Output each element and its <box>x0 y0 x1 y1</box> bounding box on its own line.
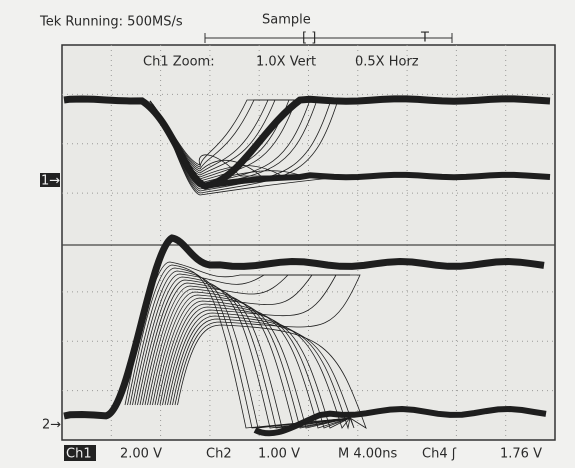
ch2-trace <box>139 279 351 429</box>
record-window: [ ] <box>302 31 316 46</box>
ch2-trace <box>159 303 351 429</box>
ch2-trace <box>177 324 367 429</box>
graticule <box>62 45 555 440</box>
ch2-rise <box>63 234 545 420</box>
ch2-trace <box>172 318 355 429</box>
ch2-trace <box>154 274 350 406</box>
trigger-level: 1.76 V <box>500 447 542 462</box>
ch2-trace <box>152 294 351 429</box>
ch2-trace <box>142 282 351 429</box>
ch2-low <box>253 405 547 437</box>
ch1-label: Ch1 <box>66 447 92 462</box>
mode: Sample <box>262 13 311 28</box>
ch2-trace <box>144 274 350 406</box>
ch1-high <box>63 95 551 190</box>
ch1-marker: 1→ <box>41 174 60 189</box>
trigger-source: Ch4 ʃ <box>422 447 457 462</box>
ch2-label: Ch2 <box>206 447 232 462</box>
ch2-trace <box>124 261 350 406</box>
ch2-trace <box>169 315 351 430</box>
horz-zoom: 0.5X Horz <box>355 55 419 70</box>
ch2-trace <box>129 267 351 429</box>
ch2-trace <box>127 264 351 429</box>
timebase: M 4.00ns <box>338 447 398 462</box>
ch2-trace <box>167 312 351 429</box>
vert-zoom: 1.0X Vert <box>256 55 316 70</box>
ch1-trace <box>149 100 346 196</box>
ch2-trace <box>137 276 351 429</box>
ch2-trace <box>132 270 351 429</box>
ch1-low <box>204 171 551 189</box>
status: Tek Running: 500MS/s <box>39 15 183 30</box>
trigger-mark: T <box>420 31 429 46</box>
ch1-marker-box <box>40 173 60 187</box>
ch2-marker: 2→ <box>42 418 61 433</box>
ch2-trace <box>134 273 350 406</box>
waveforms <box>63 95 551 437</box>
ch2-trace <box>162 306 351 429</box>
ch2-scale: 1.00 V <box>258 447 300 462</box>
ch1-label-box <box>64 445 96 461</box>
ch2-trace <box>157 300 351 429</box>
ch2-trace <box>164 274 350 406</box>
ch1-scale: 2.00 V <box>120 447 162 462</box>
ch2-trace <box>174 274 361 406</box>
ch2-trace <box>149 291 351 429</box>
zoom-label: Ch1 Zoom: <box>143 55 215 70</box>
ch2-trace <box>147 288 351 429</box>
